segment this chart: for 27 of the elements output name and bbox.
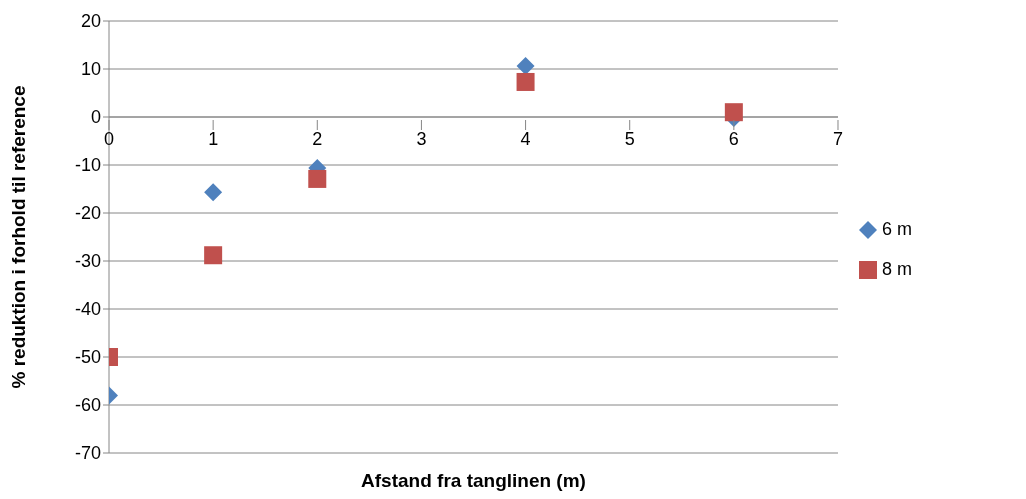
x-tick-label: 6 bbox=[728, 129, 739, 149]
point bbox=[308, 169, 327, 188]
y-tick-label: -70 bbox=[74, 443, 101, 464]
legend-label: 6 m bbox=[881, 219, 912, 240]
point bbox=[204, 183, 223, 202]
x-tick-label: 2 bbox=[312, 129, 323, 149]
y-tick-label: -20 bbox=[74, 203, 101, 224]
x-tick-label: 4 bbox=[520, 129, 531, 149]
y-tick-label: -30 bbox=[74, 251, 101, 272]
y-tick-label: -50 bbox=[74, 347, 101, 368]
point bbox=[516, 72, 535, 91]
x-axis-title: Afstand fra tanglinen (m) bbox=[361, 470, 586, 491]
x-tick-label: 5 bbox=[624, 129, 635, 149]
y-tick-label: 0 bbox=[90, 107, 101, 128]
point bbox=[724, 103, 743, 122]
point bbox=[204, 246, 223, 265]
y-tick-label: -10 bbox=[74, 155, 101, 176]
y-tick-label: -60 bbox=[74, 395, 101, 416]
y-tick-label: -40 bbox=[74, 299, 101, 320]
x-tick-label: 0 bbox=[103, 129, 115, 149]
y-tick-label: 20 bbox=[80, 11, 101, 32]
x-tick-label: 7 bbox=[832, 129, 843, 149]
y-axis-title: % reduktion i forhold til reference bbox=[7, 85, 29, 389]
x-tick-label: 1 bbox=[208, 129, 219, 149]
x-tick-label: 3 bbox=[416, 129, 427, 149]
y-tick-label: 10 bbox=[80, 59, 101, 80]
legend-label: 8 m bbox=[881, 259, 912, 280]
